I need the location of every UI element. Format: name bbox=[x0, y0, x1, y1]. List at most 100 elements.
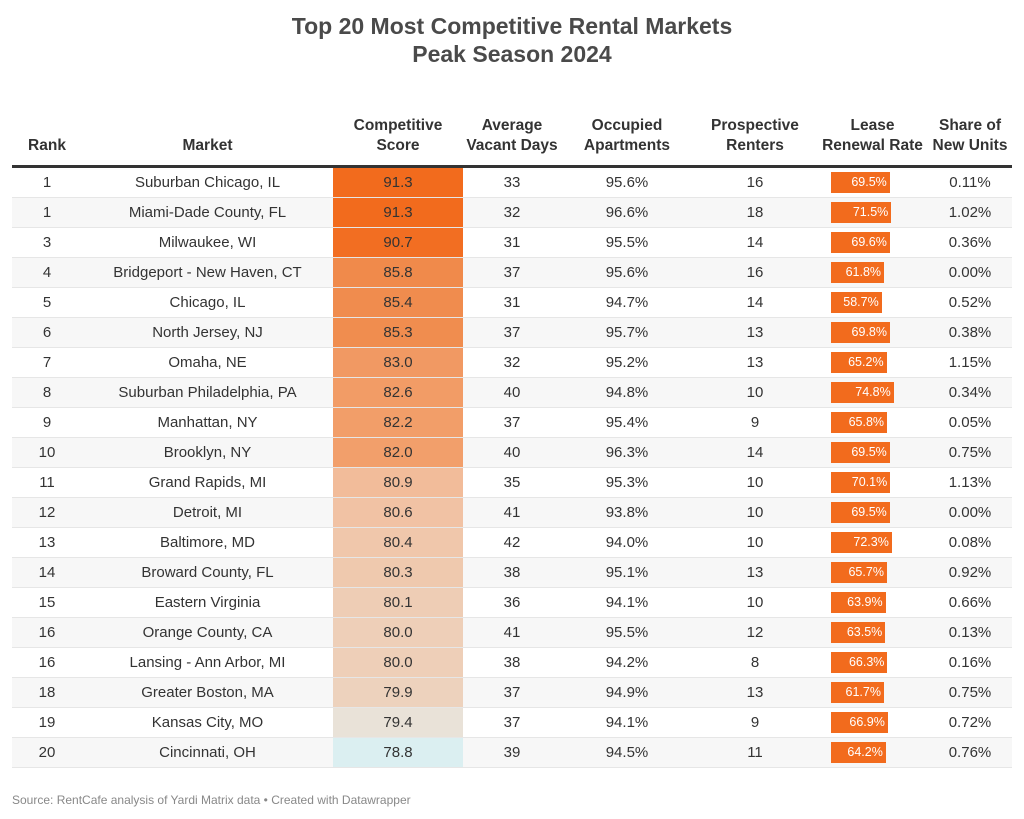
cell-market: Eastern Virginia bbox=[82, 587, 333, 618]
cell-average-vacant-days: 38 bbox=[463, 557, 561, 588]
cell-average-vacant-days: 37 bbox=[463, 317, 561, 348]
cell-average-vacant-days: 37 bbox=[463, 257, 561, 288]
table-row: 5 Chicago, IL 85.4 31 94.7% 14 58.7% 0.52% bbox=[12, 287, 1012, 318]
column-header-competitive-score: Competitive Score bbox=[333, 92, 463, 168]
table-row: 12 Detroit, MI 80.6 41 93.8% 10 69.5% 0.00% bbox=[12, 497, 1012, 528]
cell-lease-renewal-rate: 69.5% bbox=[817, 166, 928, 198]
source-footer: Source: RentCafe analysis of Yardi Matri… bbox=[12, 793, 411, 807]
cell-market: Cincinnati, OH bbox=[82, 737, 333, 768]
cell-prospective-renters: 12 bbox=[693, 617, 817, 648]
cell-share-of-new-units: 0.08% bbox=[928, 527, 1012, 558]
lease-renewal-bar: 69.5% bbox=[831, 172, 890, 193]
cell-rank: 13 bbox=[12, 527, 82, 558]
table-row: 13 Baltimore, MD 80.4 42 94.0% 10 72.3% 0.08% bbox=[12, 527, 1012, 558]
cell-prospective-renters: 16 bbox=[693, 166, 817, 198]
cell-competitive-score: 80.1 bbox=[333, 587, 463, 618]
cell-competitive-score: 91.3 bbox=[333, 197, 463, 228]
cell-occupied-apartments: 95.4% bbox=[561, 407, 693, 438]
cell-occupied-apartments: 95.2% bbox=[561, 347, 693, 378]
cell-prospective-renters: 10 bbox=[693, 497, 817, 528]
cell-share-of-new-units: 1.15% bbox=[928, 347, 1012, 378]
cell-lease-renewal-rate: 69.8% bbox=[817, 317, 928, 348]
cell-average-vacant-days: 31 bbox=[463, 287, 561, 318]
cell-share-of-new-units: 0.11% bbox=[928, 166, 1012, 198]
cell-occupied-apartments: 95.1% bbox=[561, 557, 693, 588]
cell-market: Bridgeport - New Haven, CT bbox=[82, 257, 333, 288]
cell-competitive-score: 90.7 bbox=[333, 227, 463, 258]
cell-rank: 18 bbox=[12, 677, 82, 708]
cell-rank: 3 bbox=[12, 227, 82, 258]
cell-competitive-score: 79.4 bbox=[333, 707, 463, 738]
cell-average-vacant-days: 37 bbox=[463, 407, 561, 438]
cell-occupied-apartments: 95.6% bbox=[561, 166, 693, 198]
lease-renewal-bar: 66.9% bbox=[831, 712, 888, 733]
table-row: 7 Omaha, NE 83.0 32 95.2% 13 65.2% 1.15% bbox=[12, 347, 1012, 378]
cell-average-vacant-days: 31 bbox=[463, 227, 561, 258]
lease-renewal-bar: 69.5% bbox=[831, 442, 890, 463]
lease-renewal-bar: 69.8% bbox=[831, 322, 890, 343]
cell-occupied-apartments: 95.5% bbox=[561, 227, 693, 258]
cell-average-vacant-days: 32 bbox=[463, 197, 561, 228]
cell-occupied-apartments: 93.8% bbox=[561, 497, 693, 528]
cell-rank: 6 bbox=[12, 317, 82, 348]
cell-occupied-apartments: 94.5% bbox=[561, 737, 693, 768]
column-header-share-of-new-units: Share of New Units bbox=[928, 92, 1012, 168]
cell-lease-renewal-rate: 58.7% bbox=[817, 287, 928, 318]
cell-rank: 14 bbox=[12, 557, 82, 588]
chart-title: Top 20 Most Competitive Rental Markets bbox=[291, 13, 733, 39]
lease-renewal-bar: 64.2% bbox=[831, 742, 886, 763]
cell-market: Suburban Philadelphia, PA bbox=[82, 377, 333, 408]
table-row: 16 Orange County, CA 80.0 41 95.5% 12 63.5% 0.1… bbox=[12, 617, 1012, 648]
cell-average-vacant-days: 40 bbox=[463, 377, 561, 408]
cell-occupied-apartments: 94.1% bbox=[561, 587, 693, 618]
cell-share-of-new-units: 0.52% bbox=[928, 287, 1012, 318]
cell-average-vacant-days: 35 bbox=[463, 467, 561, 498]
chart-subtitle: Peak Season 2024 bbox=[412, 41, 612, 67]
cell-market: Detroit, MI bbox=[82, 497, 333, 528]
lease-renewal-bar: 65.2% bbox=[831, 352, 887, 373]
cell-average-vacant-days: 41 bbox=[463, 497, 561, 528]
lease-renewal-bar: 63.5% bbox=[831, 622, 886, 643]
column-header-average-vacant-days: Average Vacant Days bbox=[463, 92, 561, 168]
cell-average-vacant-days: 32 bbox=[463, 347, 561, 378]
cell-market: Brooklyn, NY bbox=[82, 437, 333, 468]
cell-lease-renewal-rate: 69.6% bbox=[817, 227, 928, 258]
cell-share-of-new-units: 1.13% bbox=[928, 467, 1012, 498]
cell-average-vacant-days: 39 bbox=[463, 737, 561, 768]
cell-lease-renewal-rate: 63.5% bbox=[817, 617, 928, 648]
cell-share-of-new-units: 0.34% bbox=[928, 377, 1012, 408]
cell-competitive-score: 80.0 bbox=[333, 617, 463, 648]
table-row: 1 Suburban Chicago, IL 91.3 33 95.6% 16 69.5% 0… bbox=[12, 166, 1012, 198]
cell-share-of-new-units: 0.92% bbox=[928, 557, 1012, 588]
cell-market: Miami-Dade County, FL bbox=[82, 197, 333, 228]
cell-competitive-score: 82.6 bbox=[333, 377, 463, 408]
cell-prospective-renters: 11 bbox=[693, 737, 817, 768]
cell-occupied-apartments: 94.0% bbox=[561, 527, 693, 558]
lease-renewal-bar: 61.7% bbox=[831, 682, 884, 703]
cell-lease-renewal-rate: 72.3% bbox=[817, 527, 928, 558]
cell-average-vacant-days: 42 bbox=[463, 527, 561, 558]
cell-occupied-apartments: 94.8% bbox=[561, 377, 693, 408]
cell-rank: 20 bbox=[12, 737, 82, 768]
column-header-prospective-renters: Prospective Renters bbox=[693, 92, 817, 168]
cell-market: Grand Rapids, MI bbox=[82, 467, 333, 498]
cell-market: Milwaukee, WI bbox=[82, 227, 333, 258]
cell-occupied-apartments: 96.3% bbox=[561, 437, 693, 468]
lease-renewal-bar: 65.8% bbox=[831, 412, 888, 433]
cell-average-vacant-days: 41 bbox=[463, 617, 561, 648]
cell-competitive-score: 85.3 bbox=[333, 317, 463, 348]
cell-market: Lansing - Ann Arbor, MI bbox=[82, 647, 333, 678]
table-row: 19 Kansas City, MO 79.4 37 94.1% 9 66.9% 0.72% bbox=[12, 707, 1012, 738]
cell-rank: 11 bbox=[12, 467, 82, 498]
cell-lease-renewal-rate: 63.9% bbox=[817, 587, 928, 618]
cell-share-of-new-units: 0.00% bbox=[928, 257, 1012, 288]
cell-share-of-new-units: 0.66% bbox=[928, 587, 1012, 618]
cell-share-of-new-units: 0.38% bbox=[928, 317, 1012, 348]
cell-competitive-score: 80.0 bbox=[333, 647, 463, 678]
cell-lease-renewal-rate: 64.2% bbox=[817, 737, 928, 768]
cell-prospective-renters: 10 bbox=[693, 467, 817, 498]
cell-average-vacant-days: 37 bbox=[463, 677, 561, 708]
table-row: 20 Cincinnati, OH 78.8 39 94.5% 11 64.2% 0.76% bbox=[12, 737, 1012, 768]
lease-renewal-bar: 71.5% bbox=[831, 202, 892, 223]
cell-competitive-score: 78.8 bbox=[333, 737, 463, 768]
